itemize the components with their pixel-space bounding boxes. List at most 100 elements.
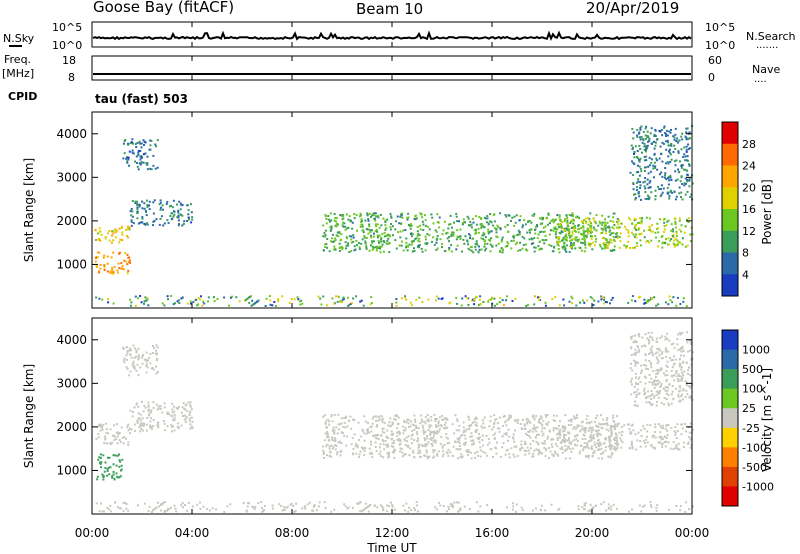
heatmap-cell <box>146 423 149 426</box>
heatmap-cell <box>349 415 352 418</box>
heatmap-cell <box>667 144 670 147</box>
heatmap-cell <box>435 238 438 241</box>
heatmap-cell <box>666 161 669 164</box>
heatmap-cell <box>130 214 133 217</box>
heatmap-cell <box>684 396 687 399</box>
heatmap-cell <box>486 504 489 507</box>
heatmap-cell <box>600 295 603 298</box>
heatmap-cell <box>329 226 332 229</box>
heatmap-cell <box>594 235 597 237</box>
heatmap-cell <box>385 227 388 230</box>
heatmap-cell <box>149 167 152 170</box>
heatmap-cell <box>385 444 388 447</box>
heatmap-cell <box>169 506 172 509</box>
heatmap-cell <box>678 192 681 195</box>
heatmap-cell <box>391 503 394 506</box>
heatmap-cell <box>602 423 605 426</box>
heatmap-cell <box>527 420 530 423</box>
heatmap-cell <box>331 438 333 441</box>
heatmap-cell <box>607 215 610 218</box>
heatmap-cell <box>438 428 441 431</box>
heatmap-cell <box>95 257 98 259</box>
heatmap-cell <box>162 501 165 504</box>
heatmap-cell <box>669 190 672 193</box>
heatmap-cell <box>686 180 689 183</box>
heatmap-cell <box>520 440 523 443</box>
heatmap-cell <box>587 223 590 226</box>
heatmap-cell <box>556 214 559 217</box>
heatmap-cell <box>371 422 374 425</box>
heatmap-cell <box>488 425 491 428</box>
heatmap-cell <box>539 422 542 425</box>
heatmap-cell <box>350 443 353 446</box>
heatmap-cell <box>113 435 116 438</box>
heatmap-cell <box>673 217 676 220</box>
heatmap-cell <box>323 439 326 442</box>
heatmap-cell <box>496 303 499 306</box>
heatmap-cell <box>251 505 254 508</box>
heatmap-cell <box>568 431 571 434</box>
heatmap-cell <box>644 367 647 370</box>
heatmap-cell <box>571 239 574 241</box>
heatmap-cell <box>475 240 478 243</box>
heatmap-cell <box>102 478 105 481</box>
heatmap-cell <box>639 217 642 220</box>
heatmap-cell <box>634 362 637 365</box>
freq-label: Freq. <box>4 53 31 66</box>
heatmap-cell <box>666 139 669 142</box>
velocity-heatmap <box>95 331 694 513</box>
heatmap-cell <box>331 297 334 300</box>
heatmap-cell <box>654 383 657 386</box>
heatmap-cell <box>643 166 646 169</box>
heatmap-cell <box>464 434 466 437</box>
heatmap-cell <box>658 436 661 439</box>
heatmap-cell <box>538 231 541 234</box>
heatmap-cell <box>176 300 179 303</box>
heatmap-cell <box>131 149 134 152</box>
heatmap-cell <box>532 427 534 430</box>
heatmap-cell <box>675 230 678 233</box>
heatmap-cell <box>332 431 335 434</box>
heatmap-cell <box>108 239 111 242</box>
heatmap-cell <box>665 424 668 427</box>
heatmap-cell <box>410 224 413 227</box>
heatmap-cell <box>573 230 576 232</box>
heatmap-cell <box>610 508 613 511</box>
heatmap-cell <box>341 431 344 434</box>
heatmap-cell <box>474 456 477 459</box>
heatmap-cell <box>502 442 505 445</box>
heatmap-cell <box>171 411 174 414</box>
heatmap-cell <box>482 231 485 234</box>
heatmap-cell <box>410 304 413 307</box>
heatmap-cell <box>362 430 365 433</box>
heatmap-cell <box>406 249 409 252</box>
heatmap-cell <box>537 245 540 248</box>
heatmap-cell <box>679 386 682 389</box>
heatmap-cell <box>110 256 113 259</box>
heatmap-cell <box>652 446 654 449</box>
heatmap-cell <box>395 298 398 300</box>
heatmap-cell <box>683 146 686 149</box>
heatmap-cell <box>618 431 621 434</box>
heatmap-cell <box>600 447 603 450</box>
heatmap-cell <box>523 449 526 452</box>
heatmap-cell <box>652 164 655 167</box>
heatmap-cell <box>446 418 449 421</box>
heatmap-cell <box>520 443 523 446</box>
heatmap-cell <box>443 427 445 430</box>
heatmap-cell <box>340 449 343 452</box>
heatmap-cell <box>335 225 338 228</box>
heatmap-cell <box>510 247 513 250</box>
heatmap-cell <box>639 187 642 189</box>
heatmap-cell <box>634 364 637 367</box>
heatmap-cell <box>190 221 193 224</box>
heatmap-cell <box>115 431 118 434</box>
heatmap-cell <box>472 221 475 224</box>
heatmap-cell <box>461 250 463 253</box>
heatmap-cell <box>464 441 467 444</box>
heatmap-cell <box>524 424 526 427</box>
heatmap-cell <box>663 225 666 228</box>
heatmap-cell <box>451 231 453 234</box>
heatmap-cell <box>636 186 639 189</box>
y-tick-label: 3000 <box>56 376 87 390</box>
